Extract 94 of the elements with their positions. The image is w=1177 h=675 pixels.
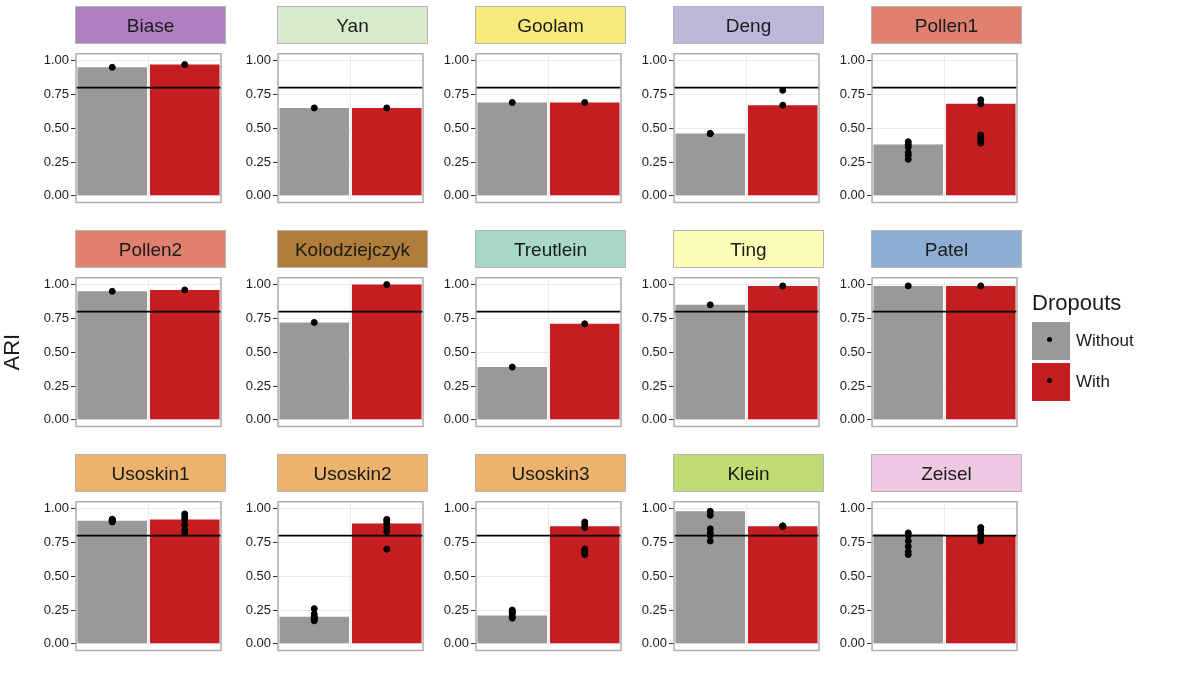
y-tick-label: 0.50 <box>43 567 69 583</box>
chart-title: Usoskin1 <box>75 454 226 492</box>
y-tick-label: 0.00 <box>641 635 667 651</box>
y-tick-label: 0.25 <box>43 153 69 169</box>
y-tick-label: 0.25 <box>443 377 469 393</box>
y-tick-label: 0.25 <box>443 601 469 617</box>
y-tick-label: 0.50 <box>641 567 667 583</box>
chart-title: Ting <box>673 230 824 268</box>
y-tick-label: 0.75 <box>839 85 865 101</box>
y-tick-label: 0.25 <box>641 153 667 169</box>
y-tick-label: 0.50 <box>245 119 271 135</box>
y-tick-label: 0.00 <box>839 411 865 427</box>
y-tick-label: 0.00 <box>443 411 469 427</box>
y-axis-title: ARI <box>0 333 25 371</box>
y-tick-label: 1.00 <box>839 276 865 292</box>
y-tick-label: 0.00 <box>443 187 469 203</box>
legend-label: With <box>1076 372 1110 392</box>
y-tick-label: 0.00 <box>245 411 271 427</box>
y-tick-label: 0.25 <box>245 601 271 617</box>
y-tick-label: 1.00 <box>839 500 865 516</box>
y-tick-label: 0.50 <box>641 343 667 359</box>
chart-title: Usoskin3 <box>475 454 626 492</box>
y-tick-label: 0.50 <box>443 119 469 135</box>
chart-title: Pollen2 <box>75 230 226 268</box>
y-tick-label: 0.50 <box>245 567 271 583</box>
y-tick-label: 0.50 <box>443 567 469 583</box>
chart-title: Treutlein <box>475 230 626 268</box>
y-tick-label: 1.00 <box>43 500 69 516</box>
y-tick-label: 1.00 <box>245 276 271 292</box>
y-tick-label: 0.50 <box>43 119 69 135</box>
y-tick-label: 0.00 <box>245 187 271 203</box>
y-tick-label: 1.00 <box>443 500 469 516</box>
y-tick-label: 0.50 <box>443 343 469 359</box>
y-tick-label: 1.00 <box>443 276 469 292</box>
chart-title: Klein <box>673 454 824 492</box>
y-tick-label: 0.25 <box>43 377 69 393</box>
y-tick-label: 0.00 <box>839 635 865 651</box>
y-tick-label: 1.00 <box>443 52 469 68</box>
y-tick-label: 0.75 <box>839 533 865 549</box>
chart-title: Patel <box>871 230 1022 268</box>
y-tick-label: 1.00 <box>641 276 667 292</box>
y-tick-label: 0.25 <box>839 377 865 393</box>
y-tick-label: 0.75 <box>443 85 469 101</box>
y-tick-label: 1.00 <box>43 52 69 68</box>
y-tick-label: 0.00 <box>443 635 469 651</box>
y-tick-label: 0.50 <box>245 343 271 359</box>
y-tick-label: 1.00 <box>839 52 865 68</box>
y-tick-label: 1.00 <box>245 500 271 516</box>
y-tick-label: 0.25 <box>641 601 667 617</box>
y-tick-label: 0.00 <box>641 187 667 203</box>
y-tick-label: 0.00 <box>839 187 865 203</box>
y-tick-label: 0.00 <box>641 411 667 427</box>
y-tick-label: 0.50 <box>839 343 865 359</box>
legend-title: Dropouts <box>1032 290 1123 316</box>
y-tick-label: 0.25 <box>839 153 865 169</box>
y-tick-label: 0.75 <box>245 85 271 101</box>
y-tick-label: 0.25 <box>443 153 469 169</box>
y-tick-label: 0.25 <box>245 153 271 169</box>
y-tick-label: 1.00 <box>43 276 69 292</box>
y-tick-label: 0.50 <box>641 119 667 135</box>
y-tick-label: 0.00 <box>43 187 69 203</box>
y-tick-label: 0.75 <box>443 309 469 325</box>
y-tick-label: 0.25 <box>245 377 271 393</box>
chart-title: Yan <box>277 6 428 44</box>
y-tick-label: 0.25 <box>839 601 865 617</box>
chart-title: Deng <box>673 6 824 44</box>
y-tick-label: 0.75 <box>43 533 69 549</box>
y-tick-label: 0.50 <box>43 343 69 359</box>
chart-title: Pollen1 <box>871 6 1022 44</box>
y-tick-label: 0.75 <box>641 85 667 101</box>
legend-label: Without <box>1076 331 1134 351</box>
y-tick-label: 0.75 <box>43 309 69 325</box>
chart-title: Biase <box>75 6 226 44</box>
y-tick-label: 0.75 <box>43 85 69 101</box>
chart-title: Zeisel <box>871 454 1022 492</box>
y-tick-label: 1.00 <box>641 500 667 516</box>
y-tick-label: 0.00 <box>43 635 69 651</box>
y-tick-label: 0.75 <box>443 533 469 549</box>
y-tick-label: 0.00 <box>245 635 271 651</box>
chart-title: Goolam <box>475 6 626 44</box>
y-tick-label: 0.75 <box>245 309 271 325</box>
y-tick-label: 0.75 <box>839 309 865 325</box>
y-tick-label: 0.75 <box>641 309 667 325</box>
chart-title: Usoskin2 <box>277 454 428 492</box>
y-tick-label: 0.25 <box>641 377 667 393</box>
y-tick-label: 0.75 <box>641 533 667 549</box>
y-tick-label: 0.50 <box>839 567 865 583</box>
y-tick-label: 0.25 <box>43 601 69 617</box>
y-tick-label: 0.75 <box>245 533 271 549</box>
chart-title: Kolodziejczyk <box>277 230 428 268</box>
y-tick-label: 1.00 <box>641 52 667 68</box>
y-tick-label: 0.00 <box>43 411 69 427</box>
y-tick-label: 1.00 <box>245 52 271 68</box>
y-tick-label: 0.50 <box>839 119 865 135</box>
